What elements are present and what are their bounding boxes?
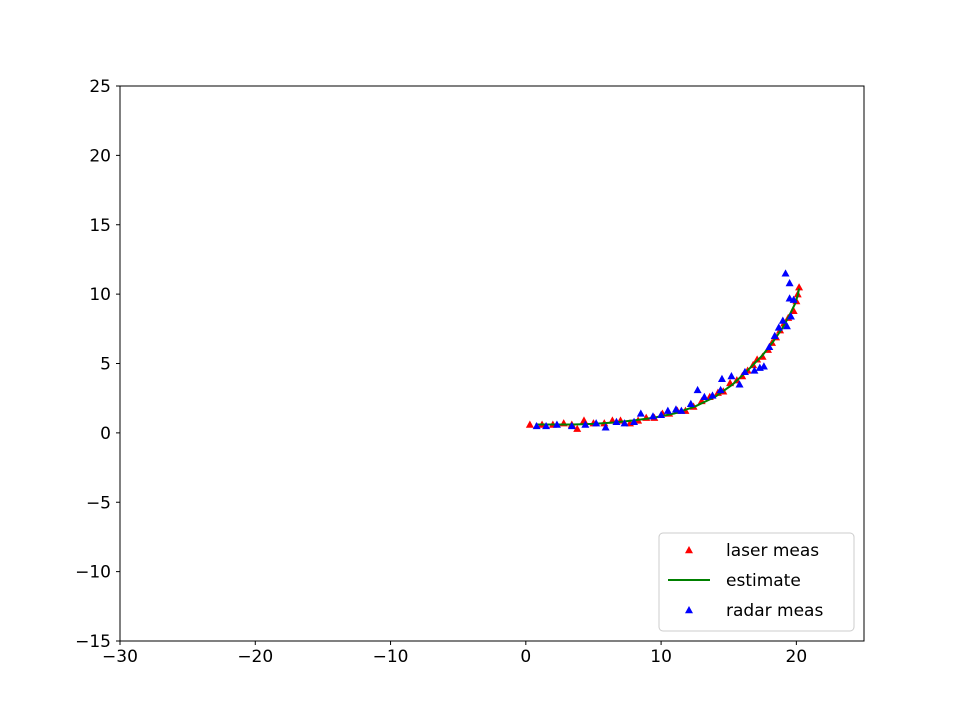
data-point-radar-meas <box>774 323 783 331</box>
x-tick-label: −30 <box>102 647 138 667</box>
data-point-radar-meas <box>612 417 621 425</box>
data-point-radar-meas <box>542 421 551 430</box>
data-point-radar-meas <box>778 316 787 324</box>
y-tick-label: 5 <box>100 355 111 375</box>
legend-label-radar-meas: radar meas <box>726 601 823 621</box>
data-point-laser-meas <box>753 355 762 363</box>
y-tick-label: 15 <box>89 216 111 236</box>
data-point-radar-meas <box>708 391 717 399</box>
data-point-radar-meas <box>740 367 749 376</box>
series-layer <box>525 269 804 432</box>
y-tick-label: 25 <box>89 77 111 97</box>
x-tick-label: −10 <box>373 647 409 667</box>
x-tick-label: 10 <box>650 647 672 667</box>
data-point-radar-meas <box>727 371 736 380</box>
legend-swatch-laser-meas <box>685 546 693 554</box>
data-point-radar-meas <box>671 405 680 413</box>
y-tick-label: 20 <box>89 146 111 166</box>
x-tick-label: −20 <box>237 647 273 667</box>
data-point-radar-meas <box>532 421 541 430</box>
data-point-radar-meas <box>789 295 798 303</box>
legend-box <box>658 532 855 632</box>
data-point-radar-meas <box>581 420 590 428</box>
data-point-laser-meas <box>573 424 582 432</box>
data-point-radar-meas <box>716 385 725 394</box>
legend-label-laser-meas: laser meas <box>726 541 819 561</box>
x-tick-label: 0 <box>520 647 531 667</box>
data-point-radar-meas <box>770 331 779 339</box>
data-point-radar-meas <box>750 366 759 374</box>
data-point-laser-meas <box>795 283 804 291</box>
data-point-radar-meas <box>735 380 744 388</box>
data-point-radar-meas <box>567 421 576 430</box>
x-axis: −30 −20 −10 0 10 20 <box>102 641 807 667</box>
data-point-radar-meas <box>686 399 695 407</box>
y-tick-label: −5 <box>86 493 111 513</box>
data-point-radar-meas <box>786 312 795 320</box>
data-point-radar-meas <box>601 423 610 431</box>
y-tick-label: −15 <box>75 632 111 652</box>
x-tick-label: 20 <box>786 647 808 667</box>
legend: laser meas estimate radar meas <box>658 532 855 632</box>
data-point-radar-meas <box>781 269 790 277</box>
data-point-radar-meas <box>759 362 768 370</box>
data-point-radar-meas <box>648 412 657 420</box>
y-axis: −15 −10 −5 0 5 10 15 20 25 <box>75 77 120 652</box>
data-point-radar-meas <box>620 419 629 427</box>
y-tick-label: 10 <box>89 285 111 305</box>
data-point-radar-meas <box>700 392 709 400</box>
data-point-laser-meas <box>525 420 534 428</box>
data-point-radar-meas <box>693 385 702 394</box>
legend-label-estimate: estimate <box>726 571 801 591</box>
data-point-radar-meas <box>717 374 726 382</box>
data-point-radar-meas <box>657 410 666 419</box>
data-point-radar-meas <box>663 406 672 414</box>
data-point-radar-meas <box>782 322 791 330</box>
data-point-radar-meas <box>785 279 794 287</box>
data-point-radar-meas <box>677 406 686 414</box>
y-tick-label: −10 <box>75 563 111 583</box>
data-point-radar-meas <box>630 417 639 425</box>
data-point-radar-meas <box>552 420 561 428</box>
legend-swatch-radar-meas <box>685 606 693 614</box>
data-point-radar-meas <box>592 419 601 427</box>
y-tick-label: 0 <box>100 424 111 444</box>
data-point-radar-meas <box>765 342 774 351</box>
data-point-radar-meas <box>636 409 645 417</box>
